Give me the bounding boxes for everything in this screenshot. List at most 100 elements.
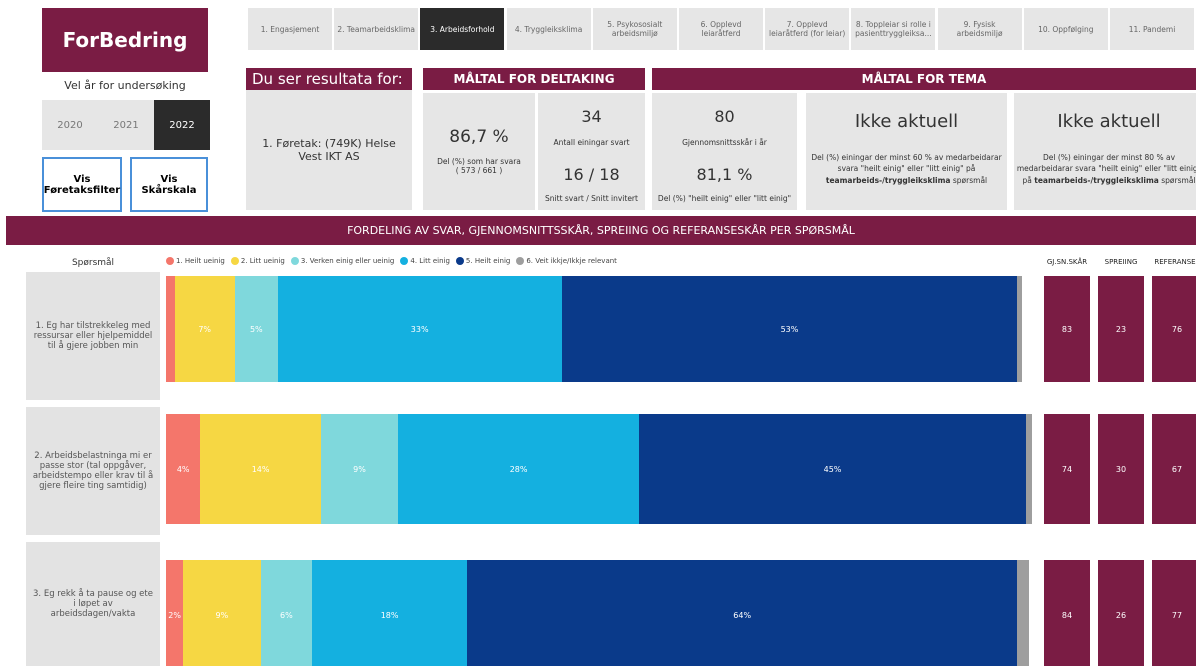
bar-segment: 14% [200, 414, 321, 524]
bar-segment [1017, 560, 1030, 666]
bar-segment: 7% [174, 276, 235, 382]
legend-item: 4. Litt einig [400, 257, 450, 265]
card-label: Antall einingar svart [553, 138, 630, 147]
card-text: Del (%) einingar der minst 60 % av medar… [806, 152, 1007, 186]
data-label: 14% [251, 464, 270, 474]
logo: ForBedring [42, 8, 208, 72]
legend-item: 5. Heilt einig [455, 257, 511, 265]
card-value: 16 / 18 [563, 165, 620, 184]
card-value: 80 [714, 107, 735, 126]
year-button[interactable]: 2020 [42, 100, 98, 150]
column-header: GJ.SN.SKÅR [1046, 258, 1088, 266]
data-label: 5% [249, 324, 263, 334]
legend-item: 1. Heilt ueinig [166, 257, 225, 265]
participation-card: 34 Antall einingar svart 16 / 18 Snitt svar… [538, 93, 645, 210]
bar-segment: 64% [467, 560, 1018, 666]
bar-segment [1017, 276, 1022, 382]
data-label: 18% [380, 610, 399, 620]
data-label: 64% [733, 610, 752, 620]
year-label: Vel år for undersøking [64, 78, 186, 92]
theme-title: MÅLTAL FOR TEMA [652, 68, 1196, 90]
legend-label: 4. Litt einig [410, 257, 450, 265]
legend-swatch [166, 257, 174, 265]
question: 3. Eg rekk å ta pause og ete i løpet av … [26, 542, 160, 666]
question-header: Spørsmål [71, 258, 115, 268]
card-sub: ( 573 / 661 ) [455, 166, 503, 175]
column-header: SPREIING [1104, 258, 1138, 266]
bar-segment: 18% [312, 560, 467, 666]
data-label: 9% [215, 610, 229, 620]
tab[interactable]: 5. Psykososialt arbeidsmiljø [592, 8, 677, 50]
tab[interactable]: 1. Engasjement [248, 8, 332, 50]
data-label: 7% [198, 324, 212, 334]
data-label: 28% [509, 464, 528, 474]
score: 74 [1044, 414, 1090, 524]
legend-item: 2. Litt ueinig [230, 257, 285, 265]
card-value: 81,1 % [696, 165, 753, 184]
legend-label: 5. Heilt einig [465, 257, 511, 265]
tab[interactable]: 7. Opplevd leiaråtferd (for leiar) [765, 8, 850, 50]
card-label: Snitt svart / Snitt invitert [545, 194, 638, 203]
theme-card: Ikke aktuell Del (%) einingar der minst 6… [806, 93, 1007, 210]
card-value: Ikke aktuell [1057, 111, 1161, 132]
participation-title: MÅLTAL FOR DELTAKING [423, 68, 645, 90]
legend-swatch [400, 257, 409, 265]
card-text-part: spørsmål [1161, 175, 1196, 185]
score: 83 [1044, 276, 1090, 382]
bar-segment: 53% [561, 276, 1018, 382]
filter-button[interactable]: Vis Skårskala [130, 157, 208, 212]
card-value: Ikke aktuell [854, 111, 959, 132]
bar-segment [166, 276, 175, 382]
data-label: 45% [823, 464, 842, 474]
score: 77 [1152, 560, 1196, 666]
filter-button[interactable]: Vis Føretaksfilter [42, 157, 122, 212]
bar-segment: 45% [639, 414, 1026, 524]
card-text-part: Del (%) einingar der minst 80 % av medar… [1016, 153, 1196, 185]
legend: 1. Heilt ueinig 2. Litt ueinig 3. Verken e… [166, 254, 617, 268]
tab[interactable]: 10. Oppfølging [1023, 8, 1108, 50]
card-value: 34 [581, 107, 602, 126]
card-label: Del (%) som har svara [437, 157, 521, 166]
data-label: 53% [780, 324, 799, 334]
legend-item: 3. Verken einig eller ueinig [290, 257, 394, 265]
legend-item: 6. Veit ikkje/Ikkje relevant [516, 257, 617, 265]
score: 30 [1098, 414, 1144, 524]
legend-swatch [516, 257, 525, 265]
card-text: Del (%) einingar der minst 80 % av medar… [1014, 152, 1196, 186]
score: 84 [1044, 560, 1090, 666]
year-button[interactable]: 2022 [154, 100, 210, 150]
bar-segment: 9% [183, 560, 261, 666]
score: 26 [1098, 560, 1144, 666]
bar-segment: 5% [234, 276, 278, 382]
data-label: 2% [168, 610, 181, 620]
legend-label: 1. Heilt ueinig [176, 257, 225, 265]
tab[interactable]: 3. Arbeidsforhold [420, 8, 505, 50]
card-text-part: teamarbeids-/tryggleiksklima [1034, 175, 1159, 185]
data-label: 6% [280, 610, 293, 620]
legend-swatch [290, 257, 299, 265]
bar-segment: 33% [277, 276, 562, 382]
participation-card: 86,7 % Del (%) som har svara( 573 / 661 ) [423, 93, 535, 210]
column-header: REFERANSE [1154, 258, 1196, 266]
bar-segment: 6% [260, 560, 313, 666]
tab[interactable]: 4. Tryggleiksklima [506, 8, 591, 50]
legend-label: 6. Veit ikkje/Ikkje relevant [526, 257, 617, 265]
tab[interactable]: 9. Fysisk arbeidsmiljø [937, 8, 1022, 50]
tab[interactable]: 6. Opplevd leiaråtferd [679, 8, 763, 50]
legend-label: 2. Litt ueinig [240, 257, 285, 265]
score: 67 [1152, 414, 1196, 524]
card-label: Gjennomsnittsskår i år [682, 138, 767, 147]
tab[interactable]: 8. Toppleiar si rolle i pasienttryggleik… [851, 8, 936, 50]
score: 23 [1098, 276, 1144, 382]
bar-segment: 28% [398, 414, 639, 524]
tab[interactable]: 2. Teamarbeidsklima [334, 8, 419, 50]
year-button[interactable]: 2021 [98, 100, 154, 150]
tab[interactable]: 11. Pandemi [1110, 8, 1194, 50]
bar-segment: 4% [166, 414, 201, 524]
score: 76 [1152, 276, 1196, 382]
bar-segment [1026, 414, 1033, 524]
bar-segment: 2% [166, 560, 184, 666]
data-label: 33% [410, 324, 429, 334]
data-label: 9% [353, 464, 366, 474]
